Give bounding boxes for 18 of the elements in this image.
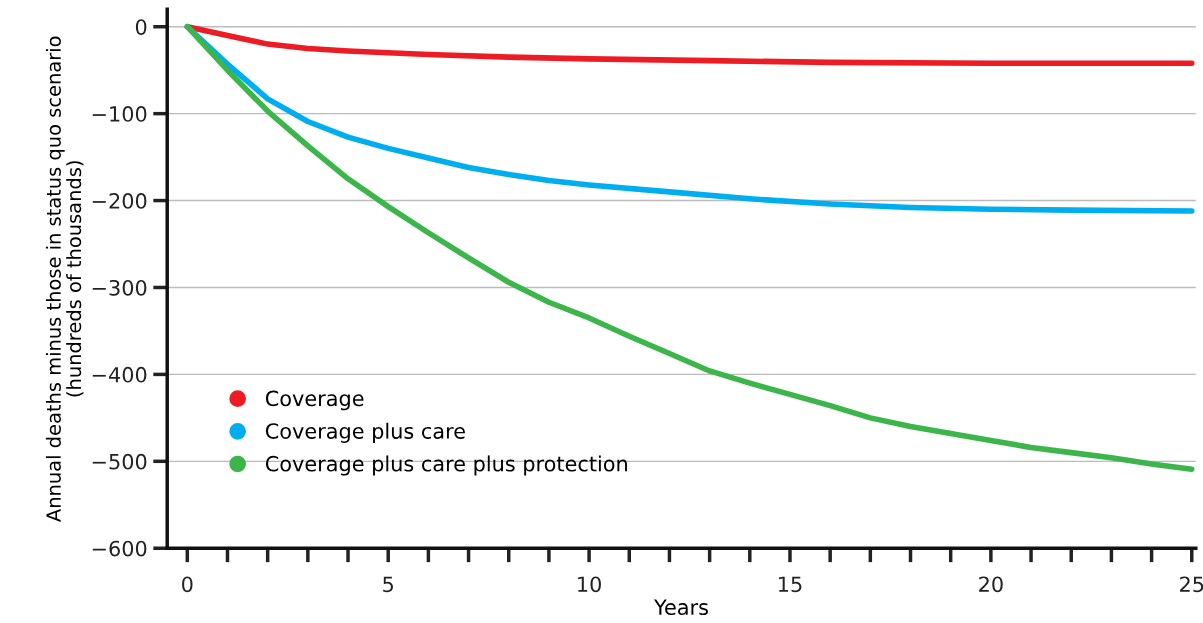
- y-tick-label: −400: [92, 366, 147, 383]
- y-tick-label: −100: [92, 106, 147, 122]
- x-tick-label: 10: [578, 576, 601, 593]
- legend-label: Coverage: [265, 390, 364, 411]
- x-tick-label: 5: [383, 576, 394, 593]
- x-axis-title: Years: [653, 599, 708, 616]
- y-tick-label: −500: [92, 453, 147, 470]
- legend-label: Coverage plus care plus protection: [265, 455, 627, 476]
- y-tick-label: −200: [92, 193, 147, 209]
- legend-label: Coverage plus care: [265, 422, 465, 443]
- x-tick-label: 0: [182, 576, 193, 593]
- y-tick-label: 0: [135, 19, 147, 35]
- y-tick-label: −300: [92, 279, 147, 296]
- y-tick-label: −600: [92, 540, 147, 557]
- x-tick-label: 15: [779, 576, 802, 593]
- y-axis-title: Annual deaths minus those in status quo scenario (hundreds of thousands): [45, 36, 84, 522]
- x-tick-label: 25: [1180, 576, 1203, 593]
- x-tick-label: 20: [979, 576, 1003, 593]
